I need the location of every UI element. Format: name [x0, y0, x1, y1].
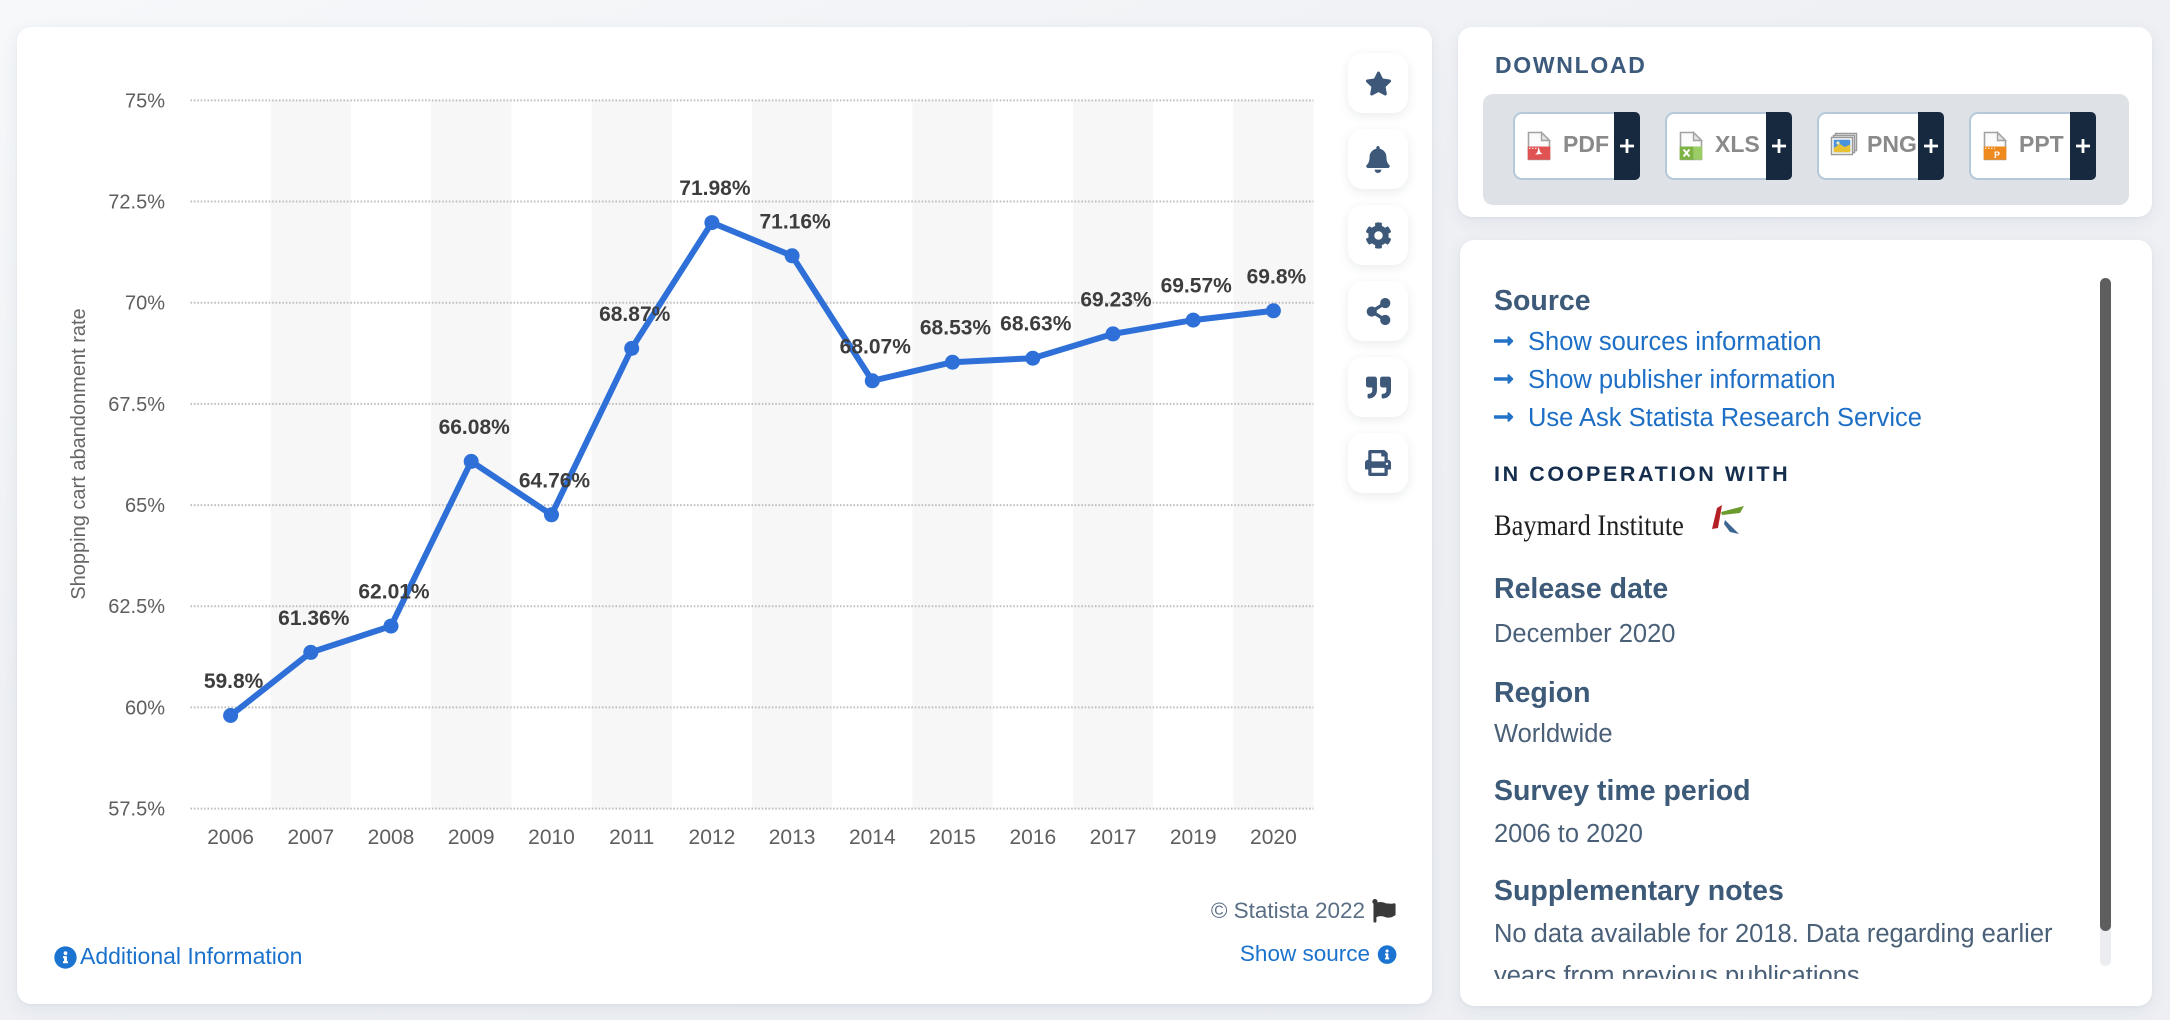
svg-text:68.53%: 68.53% [920, 317, 992, 340]
svg-text:69.23%: 69.23% [1080, 288, 1152, 311]
svg-text:68.63%: 68.63% [1000, 313, 1072, 336]
svg-text:64.76%: 64.76% [519, 469, 591, 492]
svg-text:2012: 2012 [689, 826, 736, 849]
svg-text:66.08%: 66.08% [439, 416, 511, 439]
svg-text:59.8%: 59.8% [204, 670, 264, 693]
svg-text:70%: 70% [125, 293, 165, 315]
svg-text:2008: 2008 [368, 826, 415, 849]
svg-text:69.57%: 69.57% [1161, 275, 1233, 298]
svg-text:2015: 2015 [929, 826, 976, 849]
svg-text:2013: 2013 [769, 826, 816, 849]
svg-text:68.87%: 68.87% [599, 303, 671, 326]
svg-text:Show source: Show source [1240, 941, 1370, 966]
svg-text:P: P [1994, 150, 2000, 160]
svg-text:69.8%: 69.8% [1247, 265, 1307, 288]
svg-text:57.5%: 57.5% [108, 799, 165, 821]
svg-text:75%: 75% [125, 90, 165, 112]
svg-text:2017: 2017 [1090, 826, 1137, 849]
svg-text:Shopping cart abandonment rate: Shopping cart abandonment rate [68, 308, 90, 599]
svg-text:2014: 2014 [849, 826, 896, 849]
svg-text:2007: 2007 [287, 826, 334, 849]
svg-text:65%: 65% [125, 495, 165, 517]
svg-text:71.16%: 71.16% [759, 210, 831, 233]
svg-text:© Statista 2022: © Statista 2022 [1211, 898, 1365, 923]
svg-text:61.36%: 61.36% [278, 607, 350, 630]
svg-text:67.5%: 67.5% [108, 394, 165, 416]
svg-text:2019: 2019 [1170, 826, 1217, 849]
svg-text:68.07%: 68.07% [840, 335, 912, 358]
svg-text:72.5%: 72.5% [108, 192, 165, 214]
svg-text:2016: 2016 [1009, 826, 1056, 849]
svg-text:62.01%: 62.01% [358, 581, 430, 604]
svg-text:62.5%: 62.5% [108, 596, 165, 618]
svg-text:2011: 2011 [609, 826, 654, 849]
svg-text:60%: 60% [125, 697, 165, 719]
svg-text:2009: 2009 [448, 826, 495, 849]
svg-text:2020: 2020 [1250, 826, 1297, 849]
svg-text:2010: 2010 [528, 826, 575, 849]
svg-text:71.98%: 71.98% [679, 177, 751, 200]
svg-text:2006: 2006 [207, 826, 254, 849]
